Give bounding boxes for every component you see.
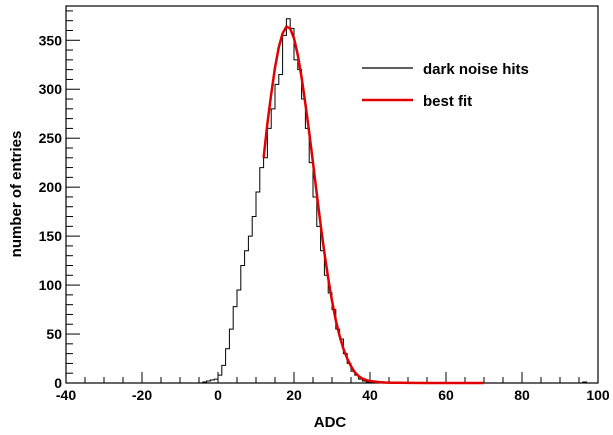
y-axis-ticks: 0 50 100 150 200 250 300 350 [39, 10, 80, 391]
legend-label-best-fit: best fit [423, 93, 472, 110]
x-tick-label: -20 [132, 387, 152, 403]
x-tick-label: 40 [362, 387, 378, 403]
y-tick-label: 0 [54, 375, 62, 391]
legend: dark noise hits best fit [362, 61, 529, 110]
x-axis-title: ADC [314, 414, 347, 431]
series-dark-noise-hits-histogram [199, 18, 591, 384]
x-tick-label: -40 [56, 387, 76, 403]
y-tick-label: 50 [46, 326, 62, 342]
series-layer [199, 18, 591, 385]
y-tick-label: 300 [39, 81, 63, 97]
x-tick-label: 0 [214, 387, 222, 403]
y-tick-label: 350 [39, 32, 63, 48]
x-axis-ticks: -40 -20 0 20 40 60 80 100 [56, 372, 610, 403]
x-tick-label: 20 [286, 387, 302, 403]
y-tick-label: 150 [39, 228, 63, 244]
y-tick-label: 250 [39, 130, 63, 146]
legend-label-dark-noise-hits: dark noise hits [423, 61, 529, 78]
y-axis-title: number of entries [8, 131, 25, 258]
x-tick-label: 100 [586, 387, 610, 403]
y-tick-label: 200 [39, 179, 63, 195]
x-tick-label: 80 [514, 387, 530, 403]
y-tick-label: 100 [39, 277, 63, 293]
x-tick-label: 60 [438, 387, 454, 403]
series-best-fit-curve [262, 25, 484, 385]
